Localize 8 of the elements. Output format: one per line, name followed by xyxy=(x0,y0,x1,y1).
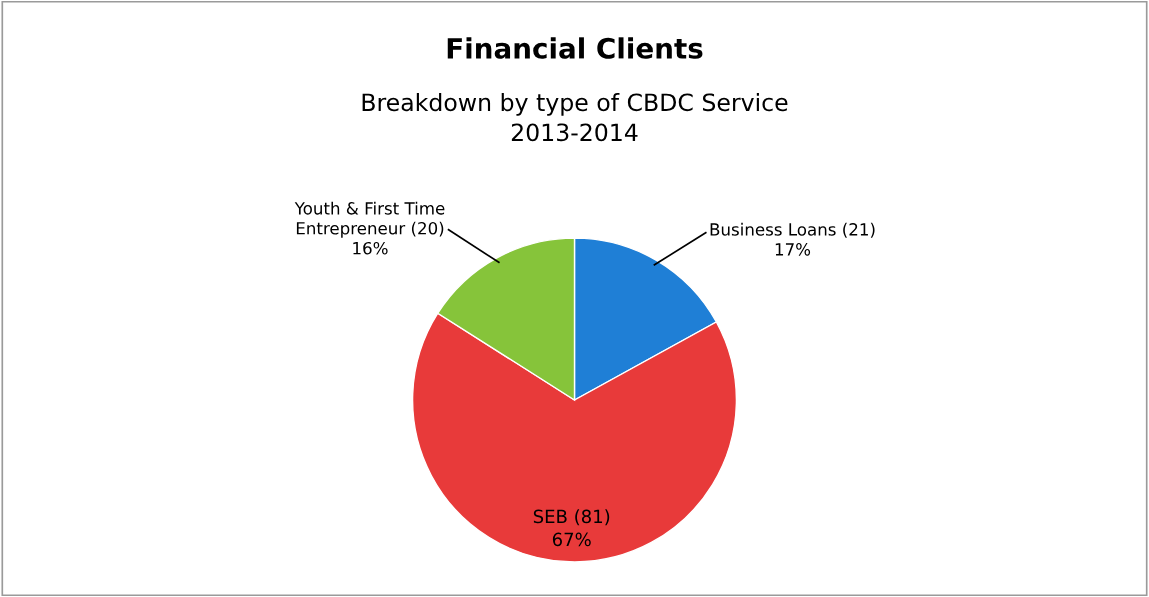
slice-label: SEB (81) xyxy=(533,509,610,526)
data-label: 17% xyxy=(775,243,811,256)
chart-title: Financial Clients xyxy=(447,37,703,59)
data-label: 16% xyxy=(353,241,388,255)
slice-label: Youth & First Time Entrepreneur (20) xyxy=(294,201,445,238)
data-label: 67% xyxy=(552,532,591,547)
chart-subtitle: Breakdown by type of CBDC Service 2013-2014 xyxy=(362,92,788,142)
slice-label: Business Loans (21) xyxy=(710,222,875,238)
